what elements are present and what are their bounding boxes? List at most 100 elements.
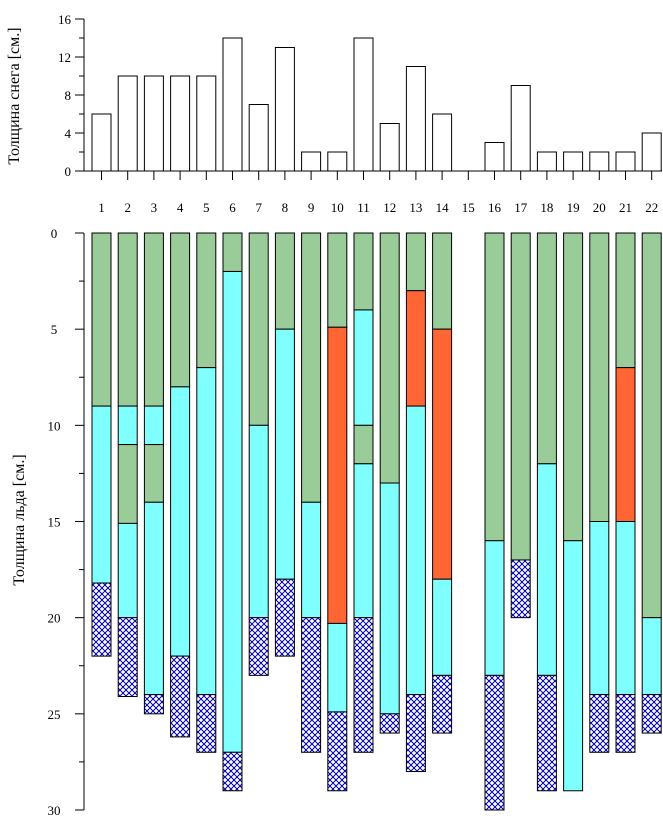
ice-segment-hatch [589,694,610,753]
ice-y-tick-label: 25 [48,707,61,722]
ice-segment-green [484,232,505,542]
ice-segment-green [405,232,426,292]
ice-segment-green [143,232,164,407]
category-label: 12 [383,200,396,215]
ice-segment-cyan [536,463,557,676]
ice-segment-hatch [405,694,426,773]
ice-segment-cyan [484,540,505,676]
ice-y-tick-label: 0 [51,226,58,241]
snow-y-tick-label: 4 [65,126,72,141]
ice-segment-cyan [274,328,295,580]
ice-column [510,232,531,619]
category-label: 6 [229,200,236,215]
ice-segment-cyan [117,405,138,446]
ice-column [432,232,453,734]
category-label: 22 [645,200,658,215]
category-label: 17 [514,200,528,215]
ice-segment-green [117,444,138,524]
ice-y-tick-label: 5 [51,322,58,337]
ice-segment-orange [432,328,453,580]
ice-column [641,232,662,734]
ice-column [274,232,295,657]
category-label: 18 [540,200,553,215]
snow-bar [510,85,531,172]
ice-segment-cyan [405,405,426,696]
snow-y-tick-label: 0 [65,164,72,179]
category-label: 20 [593,200,606,215]
ice-segment-hatch [536,674,557,792]
category-label: 2 [124,200,131,215]
ice-y-tick-label: 15 [48,515,61,530]
ice-column [405,232,426,773]
snow-y-tick-label: 8 [65,88,72,103]
snow-bar [536,151,557,172]
category-label: 13 [409,200,422,215]
ice-column [536,232,557,792]
ice-segment-cyan [170,386,191,657]
snow-bar [484,142,505,172]
ice-segment-hatch [379,713,400,734]
category-label: 11 [357,200,370,215]
category-label: 9 [308,200,315,215]
ice-segment-cyan [327,622,348,713]
ice-segment-hatch [327,711,348,792]
ice-segment-hatch [432,674,453,734]
ice-segment-cyan [117,522,138,619]
snow-y-tick-label: 12 [58,50,71,65]
ice-segment-green [91,232,112,407]
snow-bar [327,151,348,172]
category-label: 19 [567,200,580,215]
ice-y-tick-label: 20 [48,611,61,626]
ice-segment-cyan [353,463,374,619]
ice-column [589,232,610,753]
ice-segment-green [248,232,269,426]
category-label: 15 [462,200,475,215]
snow-bar [248,104,269,172]
ice-segment-hatch [91,582,112,657]
ice-column [379,232,400,734]
ice-segment-hatch [353,617,374,753]
category-label: 7 [255,200,262,215]
ice-segment-cyan [615,521,636,696]
snow-y-tick-label: 16 [58,12,72,27]
ice-segment-cyan [196,367,217,696]
snow-bar [274,47,295,172]
ice-segment-hatch [143,694,164,715]
ice-segment-green [196,232,217,369]
snow-bar [117,75,138,172]
ice-segment-green [432,232,453,330]
category-label: 10 [331,200,344,215]
snow-bar [222,37,243,172]
ice-segment-hatch [248,617,269,676]
ice-segment-hatch [196,694,217,753]
ice-column [301,232,322,753]
snow-bar [170,75,191,172]
ice-segment-green [353,232,374,311]
category-label: 16 [488,200,502,215]
ice-segment-hatch [484,674,505,811]
ice-segment-orange [405,290,426,407]
ice-segment-hatch [117,617,138,698]
ice-column [563,232,584,792]
snow-bar [615,151,636,172]
ice-segment-green [301,232,322,503]
snow-bar [143,75,164,172]
snow-axis-title: Толщина снега [см.] [6,27,23,164]
ice-column [222,232,243,792]
snow-bar [301,151,322,172]
ice-segment-cyan [379,482,400,715]
snow-bar [432,113,453,172]
ice-segment-green [353,424,374,465]
snow-bar [353,37,374,172]
snow-bar [641,132,662,172]
ice-column [327,232,348,792]
ice-segment-cyan [301,501,322,619]
snow-bar [405,66,426,172]
ice-segment-cyan [143,405,164,446]
category-label: 1 [98,200,105,215]
ice-column [143,232,164,715]
category-label: 3 [151,200,158,215]
ice-segment-hatch [615,694,636,753]
